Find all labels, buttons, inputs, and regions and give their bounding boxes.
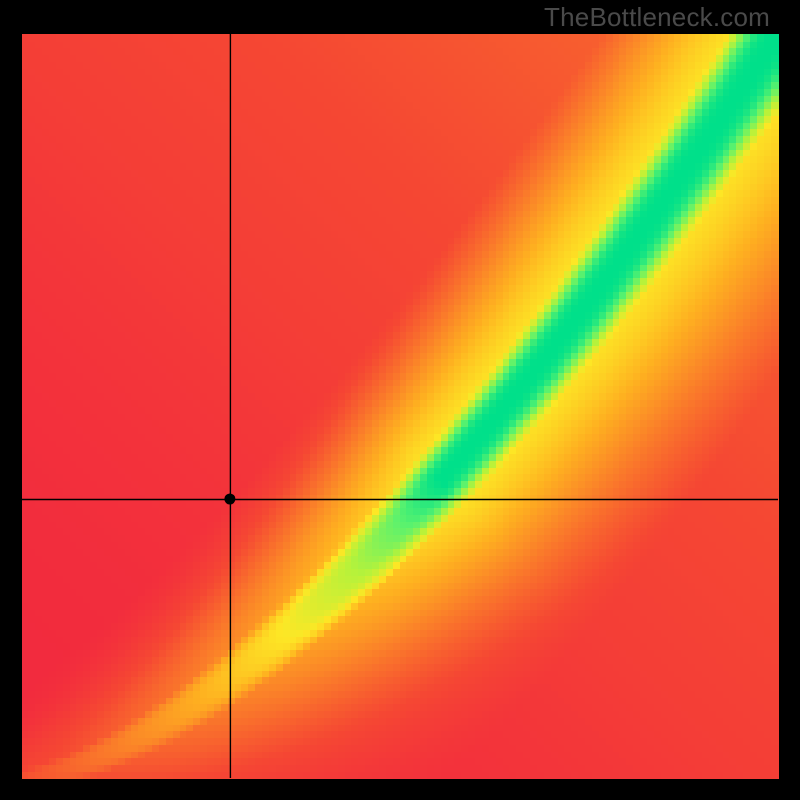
watermark-text: TheBottleneck.com bbox=[544, 2, 770, 33]
heatmap-canvas bbox=[0, 0, 800, 800]
